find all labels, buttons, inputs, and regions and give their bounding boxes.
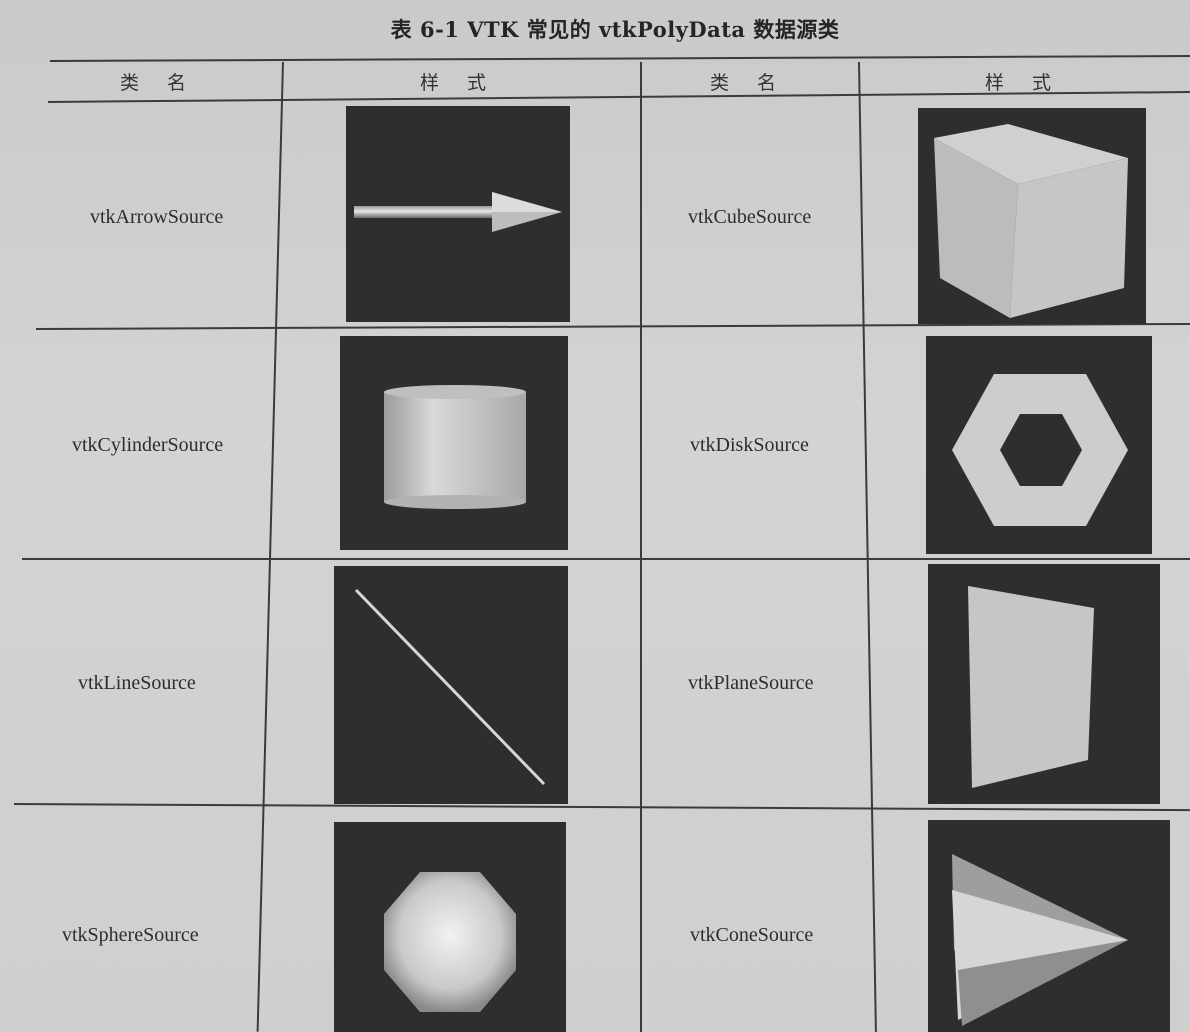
col-rule-2 xyxy=(640,62,642,1032)
plane-icon xyxy=(928,564,1160,804)
col-rule-3 xyxy=(858,61,877,1032)
row3-left-name: vtkLineSource xyxy=(78,672,196,694)
cube-icon xyxy=(918,108,1146,324)
arrow-icon xyxy=(346,106,570,322)
row4-right-name: vtkConeSource xyxy=(690,924,814,946)
line-icon xyxy=(334,566,568,804)
col-rule-1 xyxy=(256,61,284,1032)
row3-right-name: vtkPlaneSource xyxy=(688,672,814,694)
header-right-name: 类名 xyxy=(710,72,805,94)
row2-right-name: vtkDiskSource xyxy=(690,434,809,456)
sphere-icon xyxy=(334,822,566,1032)
row1-left-name: vtkArrowSource xyxy=(90,206,224,228)
row-rule-2 xyxy=(22,558,1190,560)
table-caption: 表 6-1 VTK 常见的 vtkPolyData 数据源类 xyxy=(390,17,840,42)
row4-left-name: vtkSphereSource xyxy=(62,924,199,946)
row-rule-3 xyxy=(13,803,1190,811)
source-table: 类名 样式 类名 样式 vtkArrowSource vtkCubeSource… xyxy=(0,55,1190,1032)
cylinder-icon xyxy=(340,336,568,550)
header-left-style: 样式 xyxy=(420,72,515,94)
row1-right-name: vtkCubeSource xyxy=(688,206,812,228)
table-top-rule xyxy=(49,55,1190,62)
header-left-name: 类名 xyxy=(120,72,215,94)
header-right-style: 样式 xyxy=(985,72,1080,94)
cone-icon xyxy=(928,820,1170,1032)
disk-icon xyxy=(926,336,1152,554)
row2-left-name: vtkCylinderSource xyxy=(72,434,224,456)
